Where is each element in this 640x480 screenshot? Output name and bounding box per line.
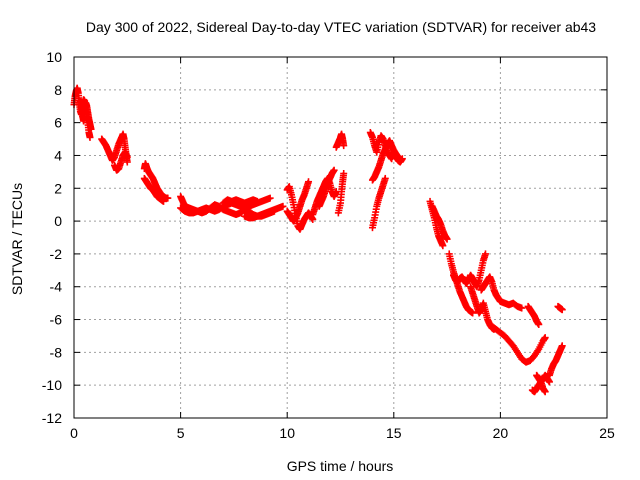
y-tick-label: -2 bbox=[50, 246, 63, 262]
data-point bbox=[253, 197, 261, 205]
y-tick-label: -8 bbox=[50, 344, 63, 360]
data-point bbox=[381, 174, 389, 182]
y-tick-label: 10 bbox=[46, 49, 62, 65]
data-point bbox=[535, 320, 543, 328]
plot-frame bbox=[73, 56, 608, 419]
y-axis-label: SDTVAR / TECUs bbox=[9, 183, 25, 295]
data-point bbox=[439, 242, 447, 250]
y-tick-label: 8 bbox=[54, 82, 62, 98]
data-point bbox=[396, 156, 404, 164]
data-point bbox=[481, 250, 489, 258]
tick-labels: 0 5 10 15 20 25 -12 -10 -8 -6 -4 -2 0 2 4 6 8 10 bbox=[42, 49, 615, 441]
data-point bbox=[123, 153, 131, 161]
y-tick-label: 2 bbox=[54, 180, 62, 196]
data-point bbox=[340, 170, 348, 178]
data-point bbox=[340, 142, 348, 150]
data-point bbox=[541, 388, 549, 396]
x-tick-label: 10 bbox=[279, 425, 295, 441]
chart-title: Day 300 of 2022, Sidereal Day-to-day VTE… bbox=[86, 19, 596, 35]
data-point bbox=[160, 197, 168, 205]
y-tick-label: -4 bbox=[50, 279, 63, 295]
y-tick-label: 6 bbox=[54, 115, 62, 131]
data-point bbox=[86, 133, 94, 141]
data-series bbox=[70, 84, 566, 396]
data-point bbox=[469, 309, 477, 317]
y-tick-label: -12 bbox=[42, 410, 62, 426]
y-tick-label: -6 bbox=[50, 312, 63, 328]
data-point bbox=[305, 178, 313, 186]
data-point bbox=[87, 125, 95, 133]
data-point bbox=[164, 194, 172, 202]
x-tick-label: 20 bbox=[493, 425, 509, 441]
data-point bbox=[558, 306, 566, 314]
x-axis-label: GPS time / hours bbox=[287, 458, 394, 474]
x-tick-label: 0 bbox=[70, 425, 78, 441]
data-point bbox=[279, 202, 287, 210]
y-tick-label: 0 bbox=[54, 213, 62, 229]
grid-lines bbox=[74, 57, 607, 418]
data-point bbox=[541, 334, 549, 342]
data-point bbox=[266, 194, 274, 202]
y-tick-label: -10 bbox=[42, 377, 62, 393]
data-point bbox=[545, 378, 553, 386]
x-tick-label: 25 bbox=[599, 425, 615, 441]
data-point bbox=[443, 235, 451, 243]
x-tick-label: 5 bbox=[177, 425, 185, 441]
y-tick-label: 4 bbox=[54, 147, 62, 163]
data-point bbox=[518, 304, 526, 312]
x-tick-label: 15 bbox=[386, 425, 402, 441]
data-point bbox=[330, 166, 338, 174]
data-point bbox=[558, 342, 566, 350]
